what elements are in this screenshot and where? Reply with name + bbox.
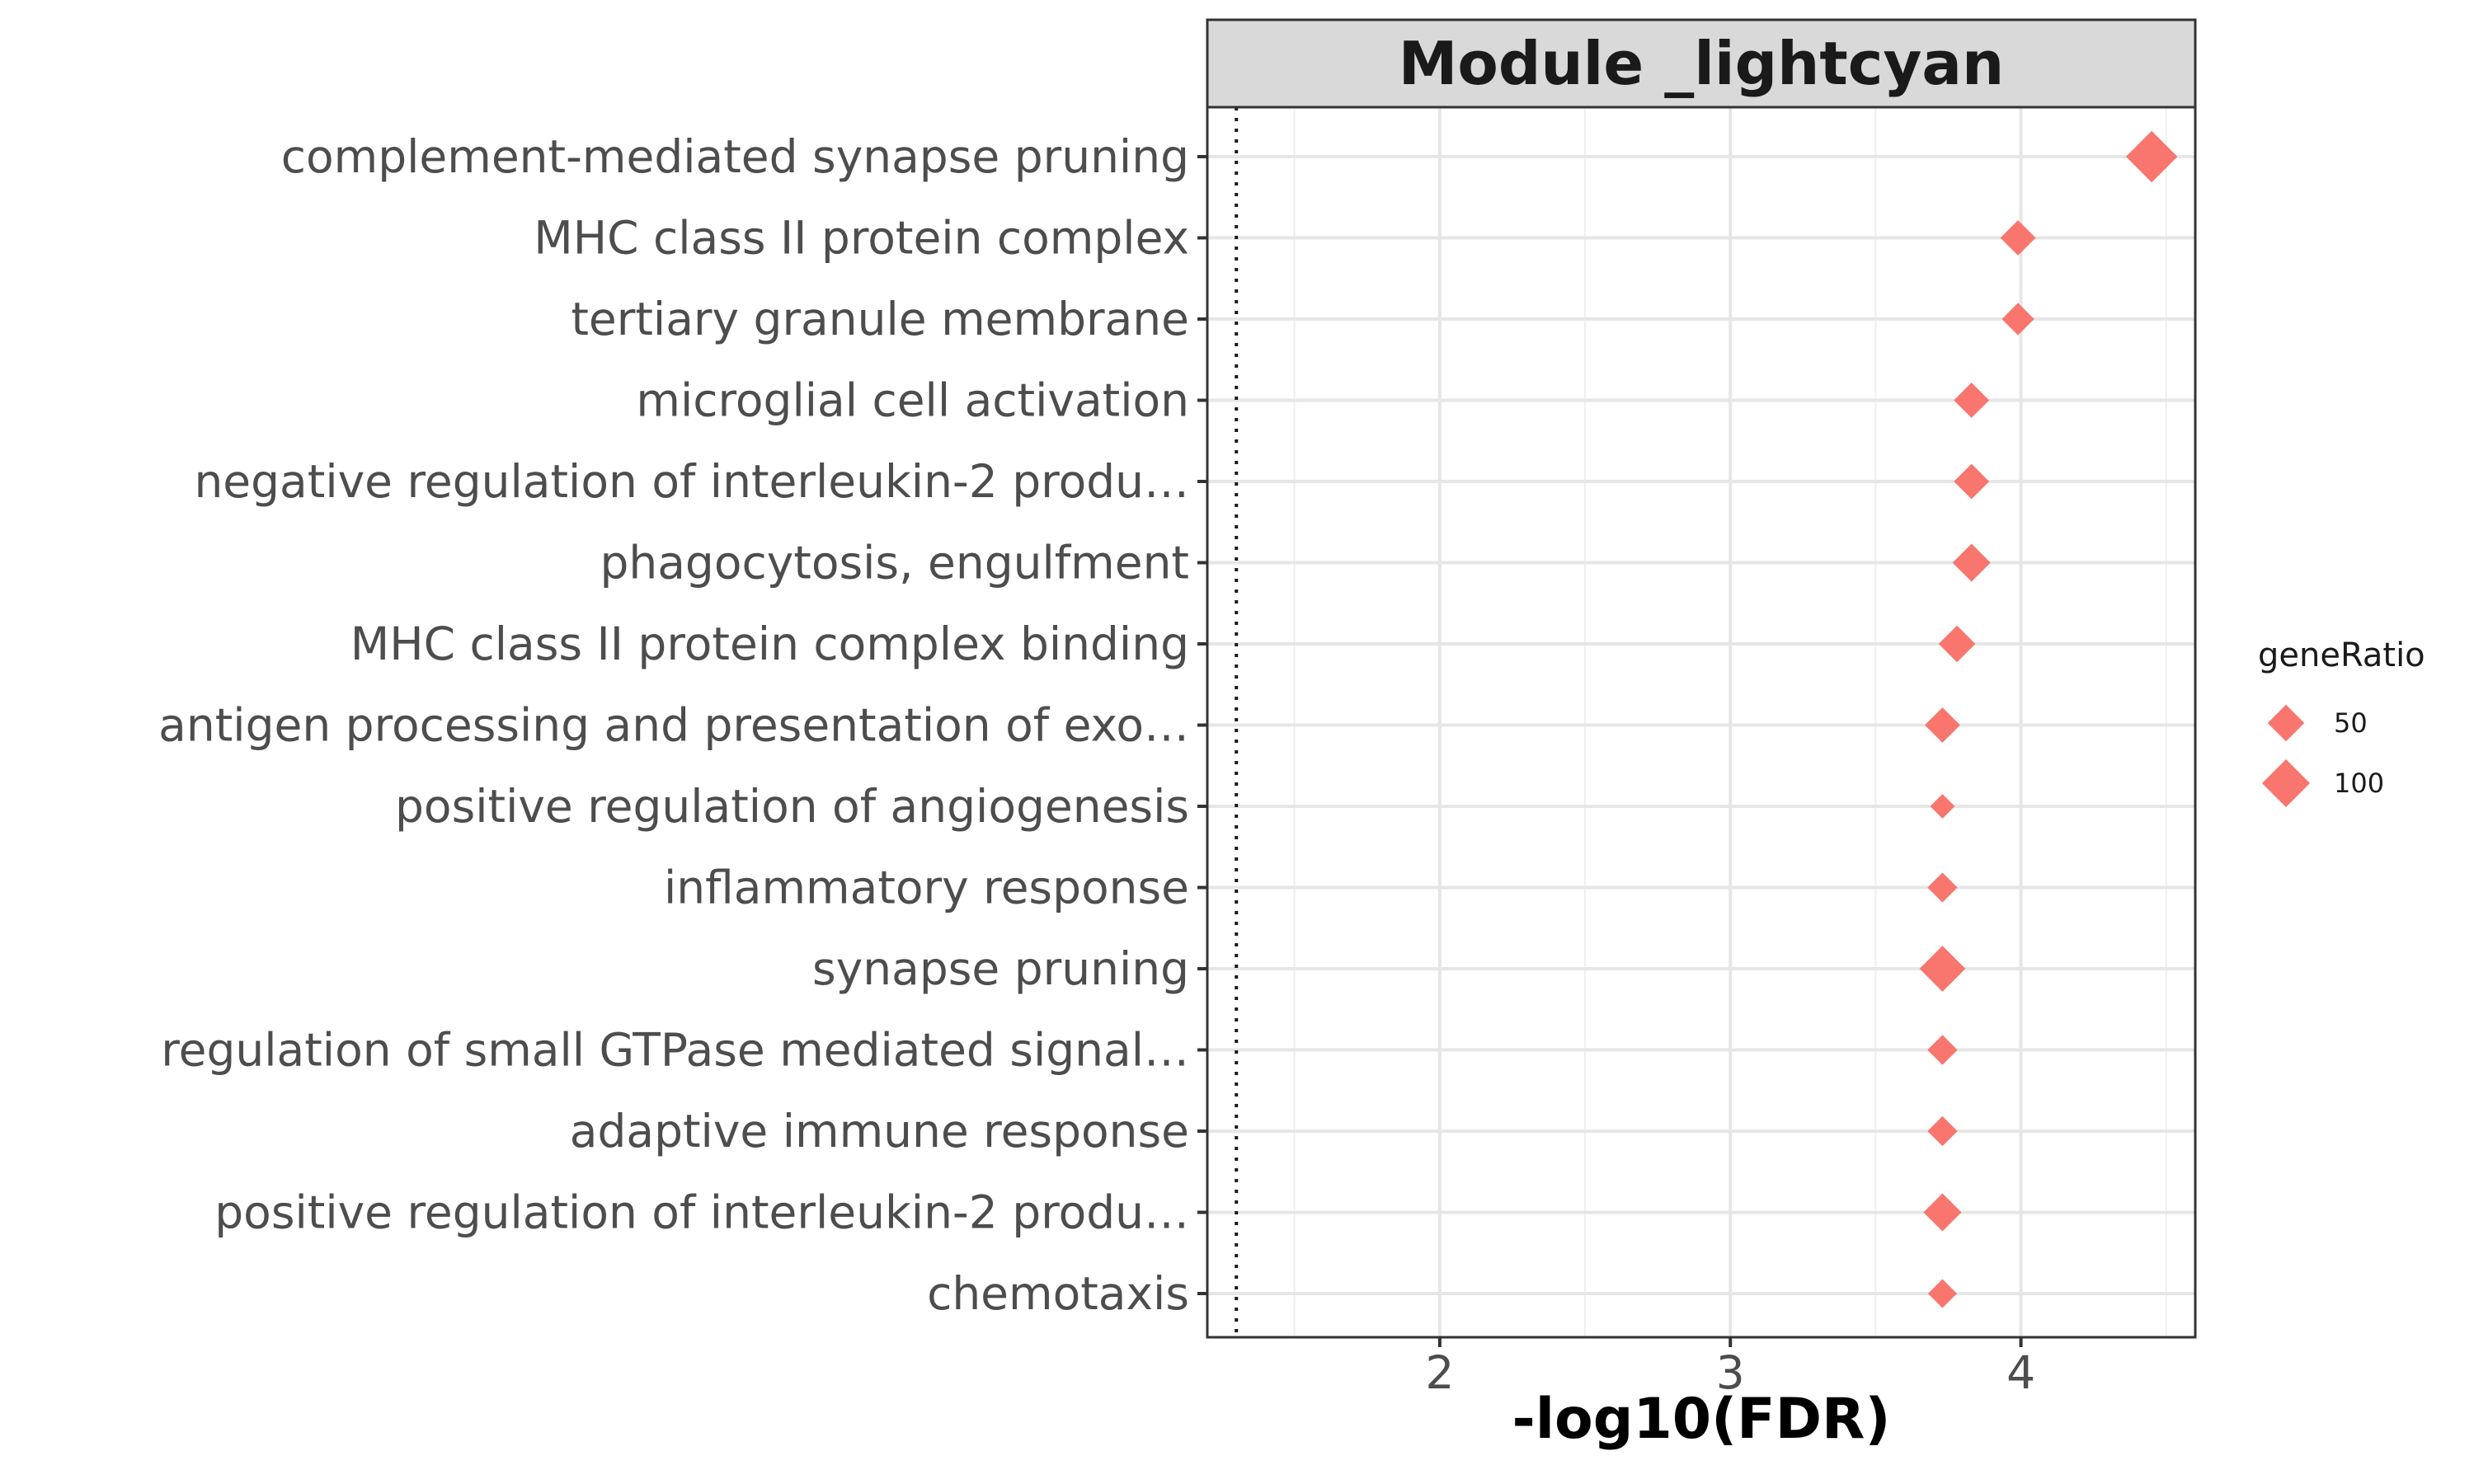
x-tick-label: 3 — [1716, 1346, 1745, 1399]
y-tick-label: microglial cell activation — [636, 374, 1189, 427]
x-axis: 2 3 4 — [1425, 1337, 2035, 1399]
y-tick-label: adaptive immune response — [570, 1105, 1189, 1158]
legend-title: geneRatio — [2258, 636, 2425, 674]
x-tick-label: 4 — [2006, 1346, 2035, 1399]
y-tick-label: MHC class II protein complex — [534, 212, 1189, 265]
data-point — [1930, 794, 1955, 819]
data-point — [1923, 1193, 1962, 1232]
y-tick-label: negative regulation of interleukin-2 pro… — [194, 455, 1189, 508]
x-tick-label: 2 — [1425, 1346, 1454, 1399]
data-point — [1954, 383, 1990, 418]
y-tick-label: complement-mediated synapse pruning — [281, 130, 1189, 183]
data-point — [1927, 1279, 1957, 1308]
panel-background — [1207, 107, 2195, 1337]
y-tick-label: inflammatory response — [664, 862, 1189, 914]
data-point — [1952, 543, 1991, 582]
points-layer — [1919, 130, 2178, 1308]
legend-key — [2262, 759, 2310, 807]
facet-strip — [1206, 18, 2197, 109]
y-tick-label: tertiary granule membrane — [571, 293, 1189, 345]
data-point — [1954, 463, 1990, 500]
y-tick-label: positive regulation of interleukin-2 pro… — [214, 1186, 1189, 1239]
legend: geneRatio 50 100 — [2258, 636, 2425, 807]
legend-label: 100 — [2334, 768, 2384, 799]
x-axis-label: -log10(FDR) — [1512, 1387, 1891, 1452]
chart-title: Module _lightcyan — [1399, 29, 2005, 98]
data-point — [2000, 220, 2036, 256]
data-point — [1925, 707, 1960, 743]
data-point — [2125, 130, 2178, 183]
y-tick-label: positive regulation of angiogenesis — [395, 780, 1189, 833]
data-point — [1927, 1115, 1958, 1147]
y-tick-label: antigen processing and presentation of e… — [158, 699, 1189, 752]
y-tick-label: synapse pruning — [812, 942, 1189, 995]
grid-layer — [1207, 107, 2195, 1337]
data-point — [1927, 1035, 1958, 1065]
y-tick-label: regulation of small GTPase mediated sign… — [161, 1024, 1189, 1077]
data-point — [1927, 872, 1958, 903]
data-point — [1938, 625, 1976, 663]
legend-key — [2267, 704, 2305, 742]
data-point — [2001, 303, 2034, 336]
y-axis: complement-mediated synapse pruning MHC c… — [158, 130, 1207, 1320]
y-tick-label: chemotaxis — [927, 1267, 1189, 1320]
y-tick-label: MHC class II protein complex binding — [350, 618, 1189, 670]
data-point — [1919, 946, 1966, 992]
legend-label: 50 — [2334, 707, 2368, 739]
y-tick-label: phagocytosis, engulfment — [600, 537, 1189, 589]
